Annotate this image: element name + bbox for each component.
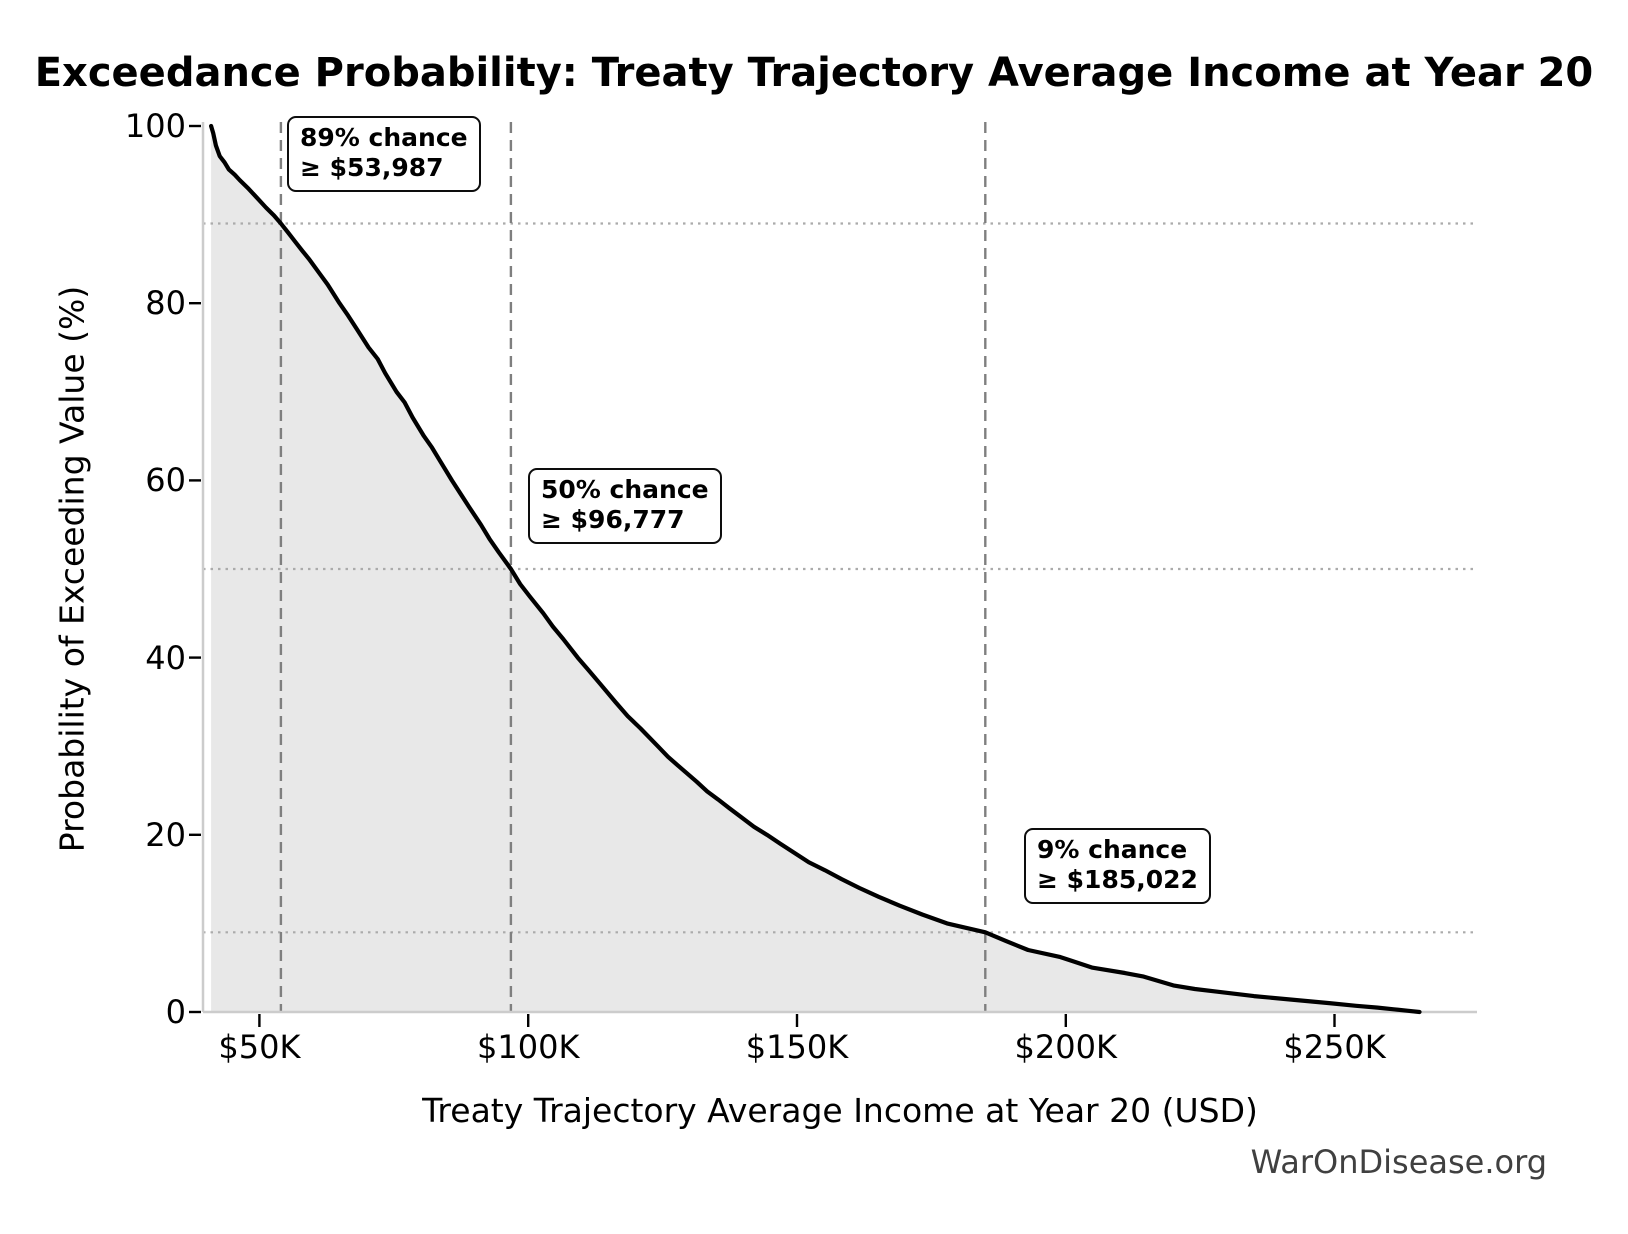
annotation-89-line2: ≥ $53,987 bbox=[300, 153, 444, 182]
x-tick-label-200K: $200K bbox=[1014, 1028, 1117, 1066]
x-tick-label-150K: $150K bbox=[745, 1028, 849, 1066]
x-axis-label: Treaty Trajectory Average Income at Year… bbox=[422, 1091, 1258, 1130]
y-tick-label-40: 40 bbox=[145, 638, 186, 677]
watermark-text: WarOnDisease.org bbox=[1250, 1143, 1547, 1181]
curve-fill-area bbox=[211, 126, 1420, 1012]
y-tick-label-60: 60 bbox=[145, 461, 186, 500]
x-tick-label-100K: $100K bbox=[477, 1028, 580, 1066]
annotation-89-percent: 89% chance ≥ $53,987 bbox=[287, 116, 481, 192]
chart-title: Exceedance Probability: Treaty Trajector… bbox=[34, 50, 1594, 96]
annotation-9-line1: 9% chance bbox=[1037, 835, 1188, 864]
y-tick-label-0: 0 bbox=[165, 993, 186, 1031]
annotation-9-percent: 9% chance ≥ $185,022 bbox=[1024, 828, 1211, 904]
annotation-50-line1: 50% chance bbox=[541, 475, 709, 504]
annotation-89-line1: 89% chance bbox=[300, 123, 468, 152]
x-tick-label-50K: $50K bbox=[218, 1028, 301, 1066]
y-axis-label: Probability of Exceeding Value (%) bbox=[52, 285, 92, 853]
exceedance-curve bbox=[209, 123, 1422, 1015]
annotation-50-line2: ≥ $96,777 bbox=[541, 505, 685, 534]
annotation-50-percent: 50% chance ≥ $96,777 bbox=[528, 468, 722, 544]
y-tick-label-20: 20 bbox=[145, 815, 186, 854]
y-tick-label-80: 80 bbox=[145, 284, 186, 323]
x-tick-label-250K: $250K bbox=[1283, 1028, 1386, 1066]
y-tick-label-100: 100 bbox=[124, 107, 186, 145]
annotation-9-line2: ≥ $185,022 bbox=[1037, 865, 1198, 894]
